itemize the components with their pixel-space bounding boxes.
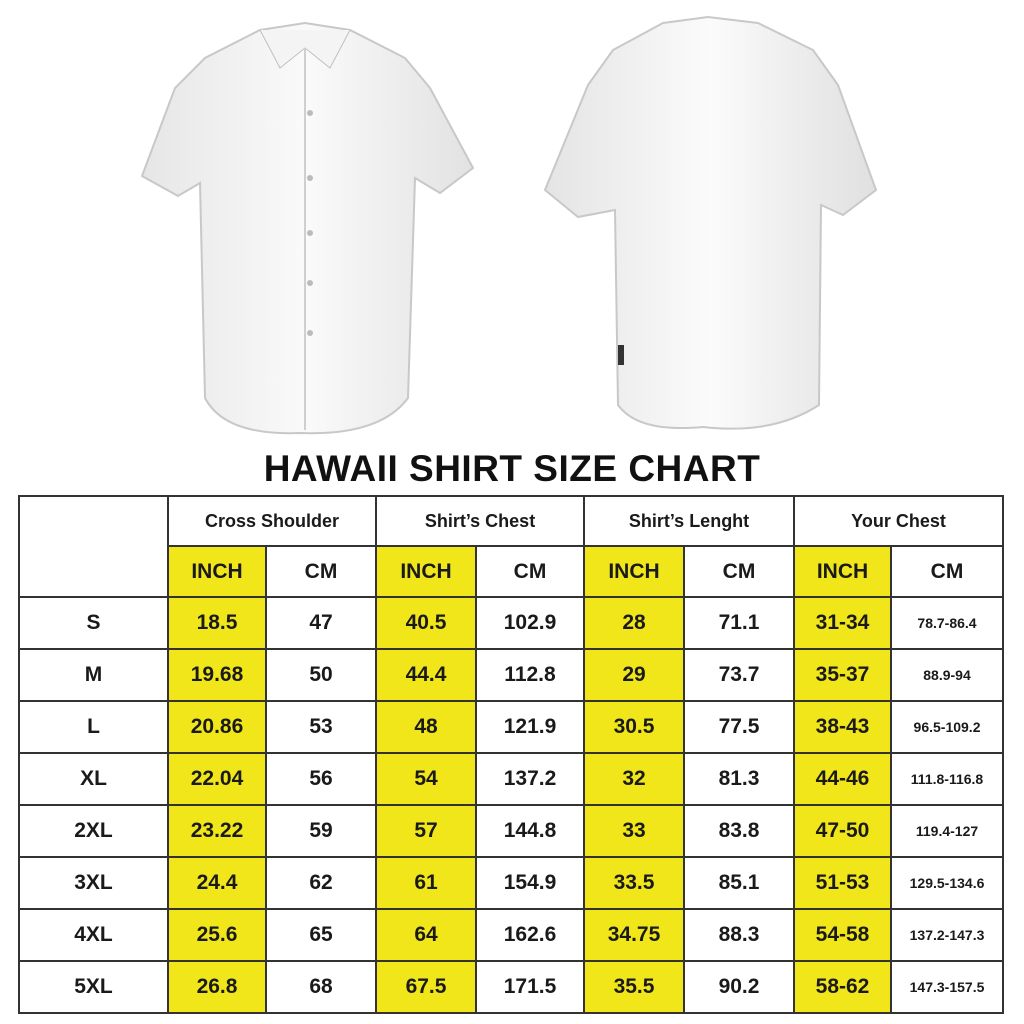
- shirt-back-image: [543, 15, 878, 430]
- table-row: L 20.86 53 48 121.9 30.5 77.5 38-43 96.5-109.2: [18, 700, 1005, 754]
- table-row: XL 22.04 56 54 137.2 32 81.3 44-46 111.8-116.8: [18, 752, 1005, 806]
- inch-value: 23.22: [167, 804, 267, 858]
- unit-inch: INCH: [793, 545, 893, 598]
- cm-value: 81.3: [683, 752, 796, 806]
- cm-value: 111.8-116.8: [890, 752, 1005, 806]
- size-label: L: [18, 700, 169, 754]
- inch-value: 24.4: [167, 856, 267, 910]
- cm-value: 50: [265, 648, 377, 702]
- size-label: XL: [18, 752, 169, 806]
- cm-value: 71.1: [683, 596, 796, 650]
- cm-value: 85.1: [683, 856, 796, 910]
- cm-value: 77.5: [683, 700, 796, 754]
- unit-cm: CM: [683, 545, 796, 598]
- inch-value: 25.6: [167, 908, 267, 962]
- inch-value: 40.5: [375, 596, 477, 650]
- inch-value: 35-37: [793, 648, 893, 702]
- inch-value: 32: [583, 752, 686, 806]
- cm-value: 68: [265, 960, 377, 1014]
- cm-value: 62: [265, 856, 377, 910]
- unit-inch: INCH: [375, 545, 477, 598]
- cm-value: 59: [265, 804, 377, 858]
- cm-value: 88.9-94: [890, 648, 1005, 702]
- inch-value: 31-34: [793, 596, 893, 650]
- cm-value: 112.8: [474, 648, 586, 702]
- cm-value: 96.5-109.2: [890, 700, 1005, 754]
- size-label: 3XL: [18, 856, 169, 910]
- cm-value: 90.2: [683, 960, 796, 1014]
- table-row: 5XL 26.8 68 67.5 171.5 35.5 90.2 58-62 147.3-157…: [18, 960, 1005, 1014]
- inch-value: 54-58: [793, 908, 893, 962]
- table-row: M 19.68 50 44.4 112.8 29 73.7 35-37 88.9-94: [18, 648, 1005, 702]
- cm-value: 154.9: [474, 856, 586, 910]
- inch-value: 33.5: [583, 856, 686, 910]
- cm-value: 137.2-147.3: [890, 908, 1005, 962]
- table-row: 4XL 25.6 65 64 162.6 34.75 88.3 54-58 137.2-147.…: [18, 908, 1005, 962]
- inch-value: 22.04: [167, 752, 267, 806]
- inch-value: 26.8: [167, 960, 267, 1014]
- cm-value: 147.3-157.5: [890, 960, 1005, 1014]
- inch-value: 51-53: [793, 856, 893, 910]
- inch-value: 58-62: [793, 960, 893, 1014]
- cm-value: 137.2: [474, 752, 586, 806]
- size-label: 2XL: [18, 804, 169, 858]
- unit-cm: CM: [265, 545, 377, 598]
- size-label: 4XL: [18, 908, 169, 962]
- unit-inch: INCH: [583, 545, 686, 598]
- inch-value: 18.5: [167, 596, 267, 650]
- inch-value: 47-50: [793, 804, 893, 858]
- cm-value: 121.9: [474, 700, 586, 754]
- size-chart-table: Cross Shoulder Shirt’s Chest Shirt’s Len…: [18, 495, 1005, 1014]
- size-label: M: [18, 648, 169, 702]
- inch-value: 28: [583, 596, 686, 650]
- table-row: 3XL 24.4 62 61 154.9 33.5 85.1 51-53 129.5-134.6: [18, 856, 1005, 910]
- shirt-front-image: [140, 21, 475, 435]
- group-header: Shirt’s Chest: [374, 495, 586, 547]
- cm-value: 47: [265, 596, 377, 650]
- size-chart-title: HAWAII SHIRT SIZE CHART: [263, 448, 761, 489]
- inch-value: 54: [375, 752, 477, 806]
- cm-value: 65: [265, 908, 377, 962]
- unit-cm: CM: [474, 545, 586, 598]
- inch-value: 44-46: [793, 752, 893, 806]
- inch-value: 67.5: [375, 960, 477, 1014]
- group-header: Your Chest: [793, 495, 1005, 547]
- inch-value: 48: [375, 700, 477, 754]
- cm-value: 53: [265, 700, 377, 754]
- size-label: S: [18, 596, 169, 650]
- cm-value: 88.3: [683, 908, 796, 962]
- inch-value: 29: [583, 648, 686, 702]
- cm-value: 83.8: [683, 804, 796, 858]
- inch-value: 57: [375, 804, 477, 858]
- cm-value: 119.4-127: [890, 804, 1005, 858]
- cm-value: 56: [265, 752, 377, 806]
- cm-value: 73.7: [683, 648, 796, 702]
- inch-value: 19.68: [167, 648, 267, 702]
- group-header: Shirt’s Lenght: [583, 495, 796, 547]
- cm-value: 144.8: [474, 804, 586, 858]
- inch-value: 38-43: [793, 700, 893, 754]
- table-row: 2XL 23.22 59 57 144.8 33 83.8 47-50 119.4-127: [18, 804, 1005, 858]
- inch-value: 20.86: [167, 700, 267, 754]
- inch-value: 64: [375, 908, 477, 962]
- corner-cell: [18, 495, 169, 598]
- size-label: 5XL: [18, 960, 169, 1014]
- inch-value: 35.5: [583, 960, 686, 1014]
- group-header: Cross Shoulder: [167, 495, 377, 547]
- cm-value: 129.5-134.6: [890, 856, 1005, 910]
- cm-value: 171.5: [474, 960, 586, 1014]
- inch-value: 33: [583, 804, 686, 858]
- inch-value: 61: [375, 856, 477, 910]
- table-row: S 18.5 47 40.5 102.9 28 71.1 31-34 78.7-86.4: [18, 596, 1005, 650]
- cm-value: 162.6: [474, 908, 586, 962]
- cm-value: 78.7-86.4: [890, 596, 1005, 650]
- unit-inch: INCH: [167, 545, 267, 598]
- unit-cm: CM: [890, 545, 1005, 598]
- inch-value: 30.5: [583, 700, 686, 754]
- inch-value: 34.75: [583, 908, 686, 962]
- inch-value: 44.4: [375, 648, 477, 702]
- cm-value: 102.9: [474, 596, 586, 650]
